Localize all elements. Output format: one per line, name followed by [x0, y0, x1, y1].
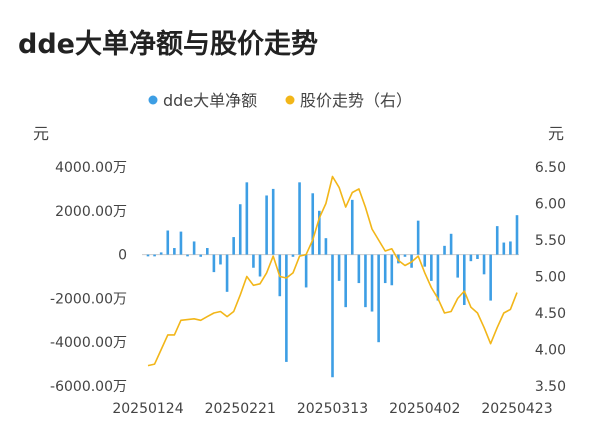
bar [509, 241, 512, 255]
bar [153, 254, 156, 257]
x-tick-label: 20250402 [389, 401, 460, 417]
bar [298, 182, 301, 255]
bar [469, 254, 473, 262]
left-tick-label: -6000.00万 [50, 379, 127, 395]
bar [271, 188, 275, 255]
bar [364, 254, 367, 308]
price-line [147, 175, 518, 367]
x-tick-label: 20250221 [205, 401, 276, 417]
left-tick-label: 0 [118, 248, 127, 264]
bar [489, 254, 492, 301]
bar [291, 254, 295, 257]
bar [495, 226, 499, 255]
bar [159, 252, 163, 255]
bar [324, 238, 328, 255]
bar [146, 254, 150, 257]
right-axis-unit: 元 [548, 124, 564, 143]
right-axis-ticks: 6.50 6.00 5.50 5.00 4.50 4.00 3.50 [535, 160, 566, 395]
x-tick-label: 20250124 [112, 401, 183, 417]
bar [232, 237, 235, 255]
right-tick-label: 4.00 [535, 343, 566, 359]
line-series [147, 175, 518, 367]
legend: dde大单净额 股价走势（右） [148, 91, 412, 110]
right-tick-label: 6.00 [535, 197, 566, 213]
bar [350, 199, 354, 255]
bar [443, 245, 446, 255]
bar-series [146, 182, 519, 378]
bar [186, 254, 189, 257]
legend-label-line[interactable]: 股价走势（右） [300, 91, 412, 110]
right-tick-label: 3.50 [535, 379, 566, 395]
bar [173, 248, 176, 255]
bar [430, 254, 433, 281]
bar [482, 254, 486, 275]
left-tick-label: -2000.00万 [50, 291, 127, 307]
right-tick-label: 5.00 [535, 270, 566, 286]
bar [238, 204, 242, 255]
bar [515, 215, 519, 255]
right-tick-label: 4.50 [535, 306, 566, 322]
bar [357, 254, 361, 284]
bar [318, 210, 321, 255]
right-tick-label: 5.50 [535, 233, 566, 249]
bar [344, 254, 347, 308]
bar [423, 254, 427, 267]
left-tick-label: -4000.00万 [50, 335, 127, 351]
bar [449, 233, 453, 255]
bar [219, 254, 222, 265]
bar [476, 254, 479, 259]
bar [258, 254, 262, 277]
bar [416, 220, 420, 255]
bar [265, 195, 268, 255]
bar [383, 254, 387, 284]
left-axis-ticks: 4000.00万 2000.00万 0 -2000.00万 -4000.00万 -6000… [50, 160, 127, 395]
bar [179, 231, 183, 255]
right-tick-label: 6.50 [535, 160, 566, 176]
bar [304, 254, 308, 288]
left-axis-unit: 元 [33, 124, 49, 143]
bar [206, 248, 209, 255]
bar [192, 241, 196, 255]
bar [199, 254, 203, 257]
bar [212, 254, 216, 273]
legend-label-bars[interactable]: dde大单净额 [163, 91, 257, 110]
bar [502, 242, 506, 255]
bar [285, 254, 288, 362]
bar [456, 254, 459, 278]
bar [436, 254, 440, 301]
left-tick-label: 2000.00万 [55, 204, 127, 220]
chart-title: dde大单净额与股价走势 [18, 29, 318, 60]
bar [311, 193, 315, 255]
legend-swatch-line [285, 95, 295, 105]
x-axis-ticks: 20250124 20250221 20250313 20250402 20250423 [112, 401, 552, 417]
bar [390, 254, 394, 286]
bar [370, 254, 374, 312]
bar [252, 254, 255, 268]
legend-swatch-bars [148, 95, 158, 105]
bar [403, 254, 407, 257]
bar [377, 254, 380, 343]
x-tick-label: 20250423 [481, 401, 552, 417]
bar [225, 254, 229, 292]
bar [245, 182, 249, 255]
bar [462, 254, 466, 305]
bar [337, 254, 341, 281]
x-tick-label: 20250313 [297, 401, 368, 417]
left-tick-label: 4000.00万 [55, 160, 127, 176]
bar [331, 254, 334, 378]
bar [166, 230, 170, 255]
